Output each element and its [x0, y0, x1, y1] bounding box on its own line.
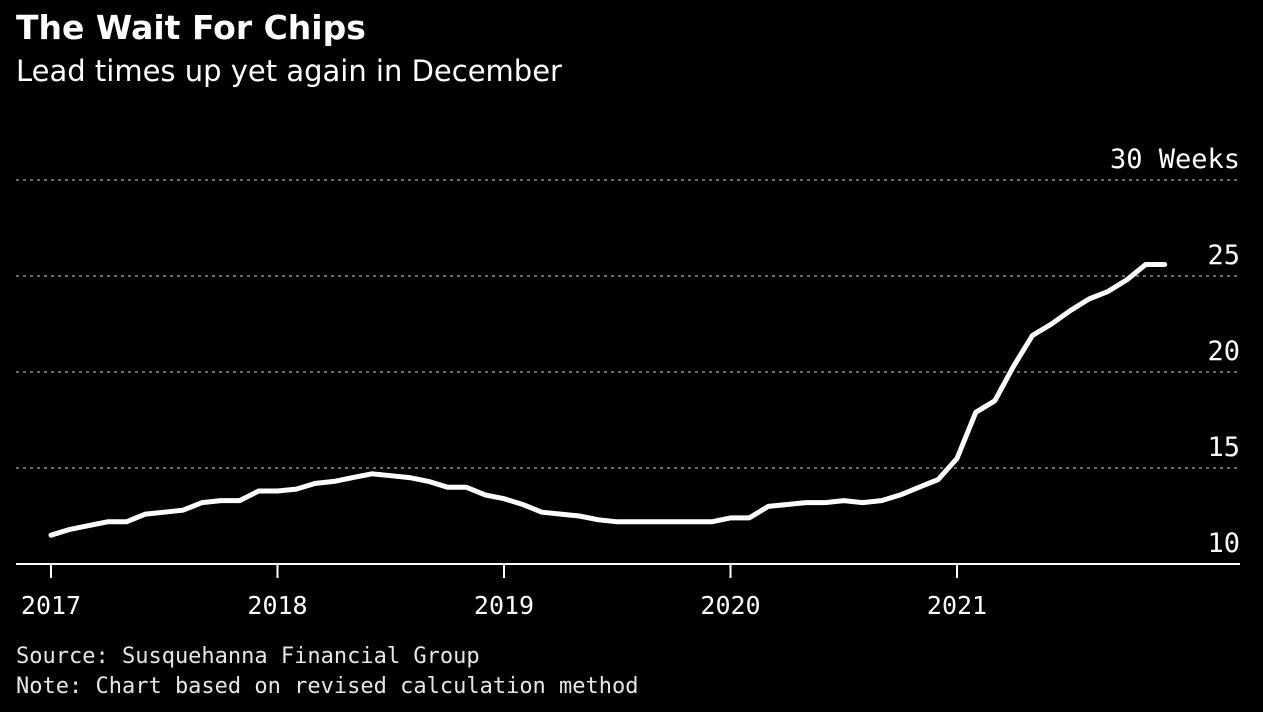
series-line — [48, 262, 1168, 538]
y-tick-label: 25 — [1207, 240, 1240, 271]
x-tick-label: 2019 — [474, 591, 534, 620]
y-tick-labels: 10 15 20 25 30 Weeks — [1110, 144, 1240, 559]
y-tick-label: 15 — [1207, 432, 1240, 463]
method-note: Note: Chart based on revised calculation… — [16, 674, 639, 699]
source-note: Source: Susquehanna Financial Group — [16, 644, 480, 669]
x-tick-label: 2020 — [700, 591, 760, 620]
x-tick-label: 2021 — [927, 591, 987, 620]
chart-subtitle: Lead times up yet again in December — [16, 54, 562, 88]
y-tick-label: 10 — [1207, 528, 1240, 559]
series-layer — [48, 262, 1168, 538]
chart-title: The Wait For Chips — [16, 8, 366, 47]
gridlines — [16, 179, 1240, 469]
x-axis: 2017 2018 2019 2020 2021 — [16, 563, 1240, 620]
y-tick-label: 30 Weeks — [1110, 144, 1240, 175]
y-tick-label: 20 — [1207, 336, 1240, 367]
x-tick-label: 2017 — [21, 591, 81, 620]
x-tick-label: 2018 — [247, 591, 307, 620]
